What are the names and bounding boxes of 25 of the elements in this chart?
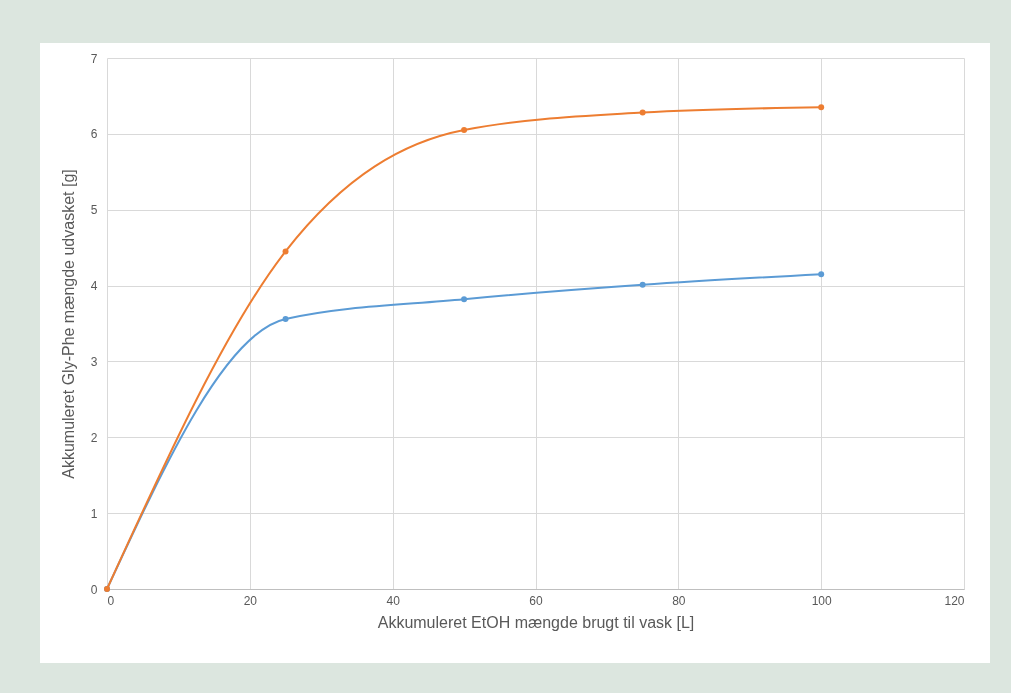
x-tick-label: 20 [243, 593, 258, 608]
y-tick-label: 0 [90, 582, 98, 597]
point [639, 109, 646, 116]
point [639, 281, 646, 288]
point [818, 271, 825, 278]
x-tick-label: 60 [529, 593, 543, 608]
y-tick-label: 1 [90, 506, 98, 521]
point [818, 104, 825, 111]
x-tick-label: 120 [944, 593, 965, 608]
y-tick-label: 2 [90, 430, 98, 445]
point [461, 296, 468, 303]
point [282, 248, 289, 255]
y-tick-label: 5 [90, 203, 98, 218]
x-tick-label: 100 [811, 593, 832, 608]
y-tick-label: 3 [90, 354, 98, 369]
y-tick-label: 4 [90, 279, 98, 294]
y-tick-label: 7 [90, 51, 98, 66]
point [461, 127, 468, 134]
x-axis-title: Akkumuleret EtOH mængde brugt til vask [L] [377, 613, 695, 631]
x-tick-label: 0 [107, 593, 115, 608]
point [282, 315, 289, 322]
y-tick-label: 6 [90, 127, 98, 142]
y-axis-title: Akkumuleret Gly-Phe mængde udvasket [g] [59, 169, 77, 479]
x-tick-label: 80 [672, 593, 686, 608]
x-tick-label: 40 [386, 593, 401, 608]
